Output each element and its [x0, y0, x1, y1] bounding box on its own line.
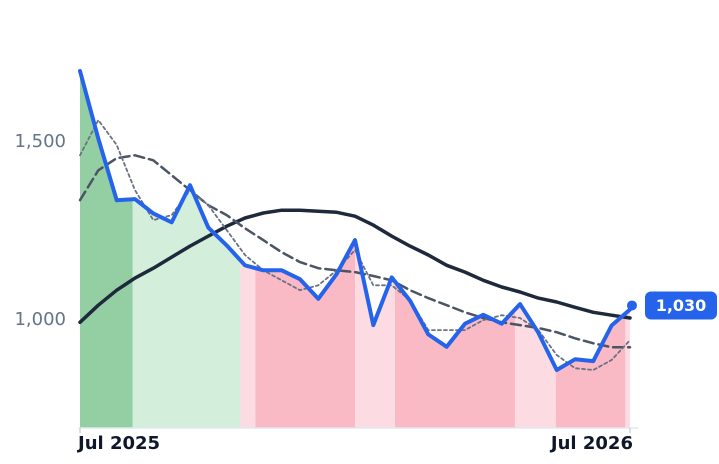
area-band — [514, 304, 556, 428]
area-band — [80, 71, 133, 428]
area-band — [625, 309, 630, 428]
x-tick-label: Jul 2025 — [76, 433, 160, 454]
line — [78, 154, 632, 349]
line — [78, 208, 632, 325]
area-band — [132, 185, 241, 428]
line — [78, 69, 632, 372]
y-tick-label: 1,500 — [14, 131, 66, 152]
area-band — [255, 240, 355, 428]
x-tick-label: Jul 2026 — [549, 433, 633, 454]
last-point — [626, 300, 637, 311]
area-band — [555, 313, 626, 428]
y-tick-label: 1,000 — [14, 309, 66, 330]
value-label: 1,030 — [656, 296, 707, 315]
area-band — [240, 260, 256, 428]
value-badge — [645, 291, 717, 320]
